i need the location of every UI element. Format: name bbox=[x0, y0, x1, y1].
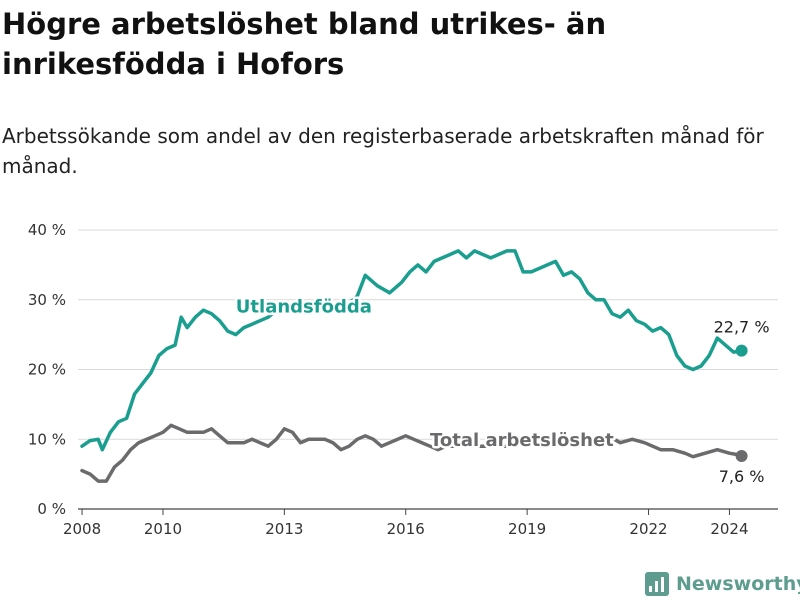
chart-logo-icon bbox=[645, 572, 669, 596]
end-value-label: 22,7 % bbox=[714, 318, 770, 337]
series-labels: 22,7 % 7,6 % Utlandsfödda Total arbetslöshe… bbox=[233, 294, 770, 486]
x-axis-ticks: 2008 2010 2013 2016 2019 2022 2024 bbox=[63, 509, 749, 538]
chart-title: Högre arbetslöshet bland utrikes- än inr… bbox=[2, 7, 607, 81]
brand-name: Newsworthy bbox=[676, 573, 800, 595]
chart-subtitle: Arbetssökande som andel av den registerb… bbox=[2, 124, 764, 178]
series-end-point bbox=[735, 344, 748, 357]
grid-lines bbox=[78, 229, 778, 510]
x-tick-label: 2013 bbox=[265, 520, 303, 538]
x-tick-label: 2016 bbox=[387, 520, 425, 538]
y-axis-ticks: 0 % 10 % 20 % 30 % 40 % bbox=[28, 221, 66, 518]
x-tick-label: 2010 bbox=[144, 520, 182, 538]
end-value-label: 7,6 % bbox=[719, 467, 765, 486]
y-tick-label: 30 % bbox=[28, 291, 66, 309]
x-tick-label: 2019 bbox=[508, 520, 546, 538]
y-tick-label: 40 % bbox=[28, 221, 66, 239]
x-tick-label: 2008 bbox=[63, 520, 101, 538]
series-lines bbox=[80, 249, 748, 483]
series-name-label: Total arbetslöshet bbox=[430, 430, 614, 451]
series-line bbox=[80, 249, 744, 452]
series-end-point bbox=[735, 449, 748, 462]
y-tick-label: 10 % bbox=[28, 430, 66, 448]
y-tick-label: 20 % bbox=[28, 361, 66, 379]
series-line bbox=[80, 423, 744, 483]
x-tick-label: 2024 bbox=[710, 520, 748, 538]
y-tick-label: 0 % bbox=[37, 500, 66, 518]
series-name-label: Utlandsfödda bbox=[236, 296, 372, 317]
brand-logo: Newsworthy bbox=[645, 568, 800, 600]
x-tick-label: 2022 bbox=[629, 520, 667, 538]
